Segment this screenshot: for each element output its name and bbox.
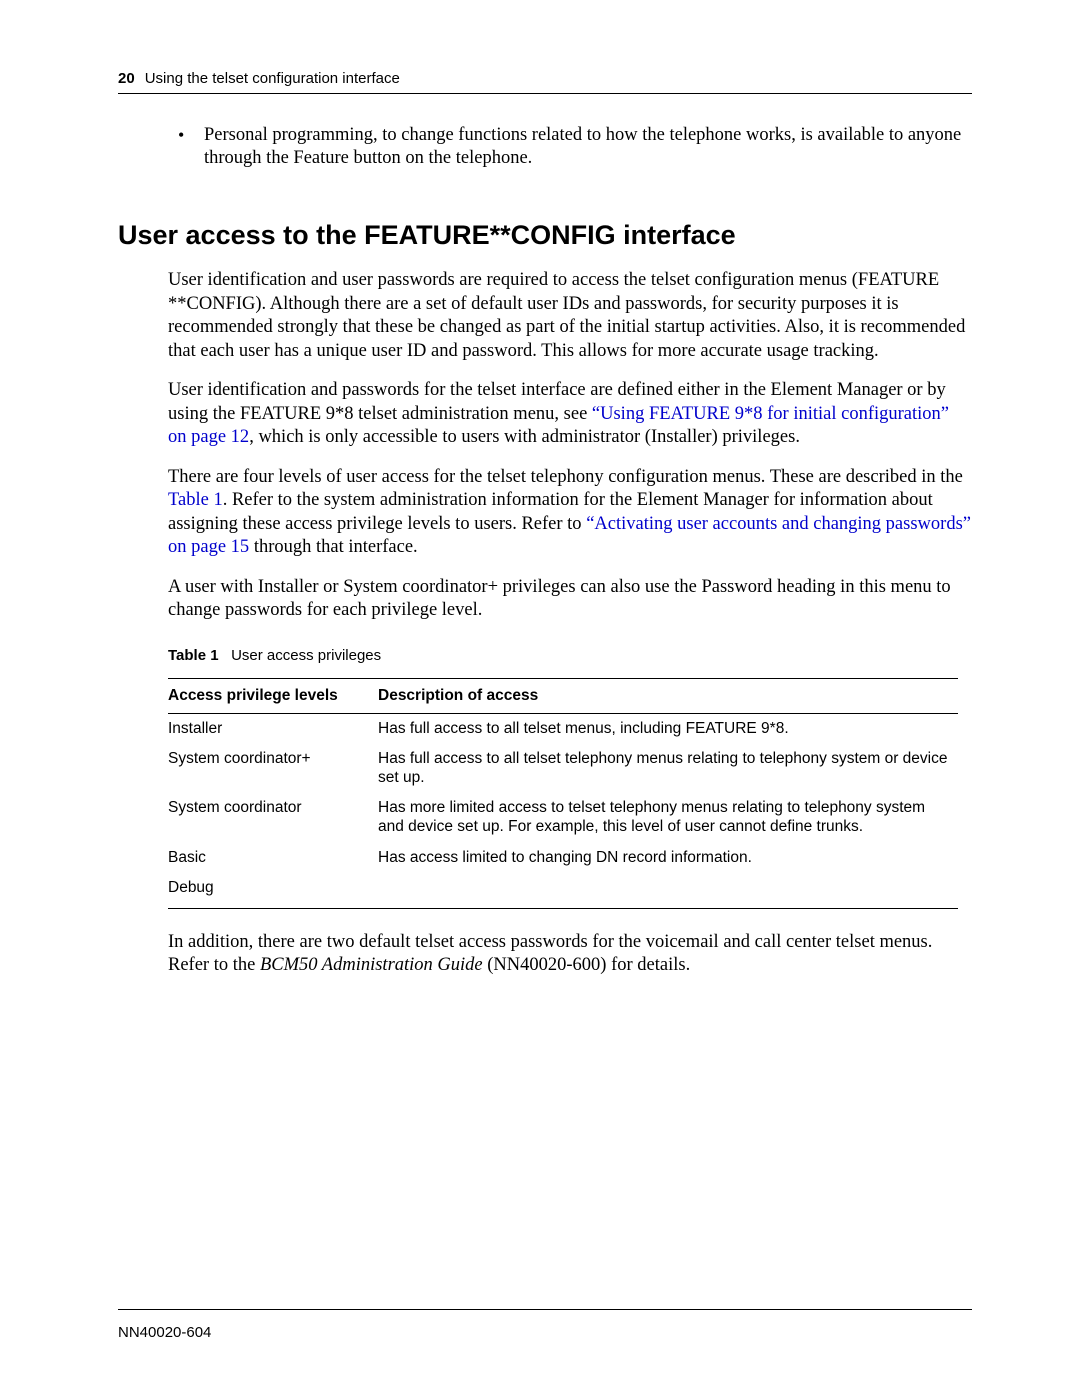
xref-link[interactable]: Table 1	[168, 490, 223, 510]
page-number: 20	[118, 70, 135, 87]
column-header: Description of access	[378, 678, 958, 713]
cell-desc: Has more limited access to telset teleph…	[378, 793, 958, 842]
table-title: User access privileges	[231, 647, 381, 664]
doc-number: NN40020-604	[118, 1324, 211, 1341]
text-run: (NN40020-600) for details.	[483, 955, 691, 975]
cell-level: System coordinator+	[168, 744, 378, 793]
paragraph: User identification and passwords for th…	[168, 379, 972, 449]
list-item: • Personal programming, to change functi…	[178, 124, 972, 170]
section-heading: User access to the FEATURE**CONFIG inter…	[118, 220, 972, 251]
cell-level: Installer	[168, 713, 378, 744]
text-run: There are four levels of user access for…	[168, 467, 963, 487]
table-header-row: Access privilege levels Description of a…	[168, 678, 958, 713]
body: • Personal programming, to change functi…	[118, 94, 972, 978]
cell-level: Debug	[168, 873, 378, 908]
table-row: System coordinator+ Has full access to a…	[168, 744, 958, 793]
bullet-list: • Personal programming, to change functi…	[178, 124, 972, 170]
page: 20 Using the telset configuration interf…	[0, 0, 1080, 1397]
text-run: through that interface.	[249, 537, 418, 557]
cell-desc: Has access limited to changing DN record…	[378, 843, 958, 874]
cell-desc: Has full access to all telset menus, inc…	[378, 713, 958, 744]
cell-desc: Has full access to all telset telephony …	[378, 744, 958, 793]
access-privileges-table: Access privilege levels Description of a…	[168, 678, 958, 909]
bullet-text: Personal programming, to change function…	[204, 124, 972, 170]
column-header: Access privilege levels	[168, 678, 378, 713]
table-label: Table 1	[168, 647, 219, 664]
header-title: Using the telset configuration interface	[145, 70, 400, 87]
table-row: Debug	[168, 873, 958, 908]
footer: NN40020-604	[118, 1309, 972, 1341]
cell-desc	[378, 873, 958, 908]
table-row: System coordinator Has more limited acce…	[168, 793, 958, 842]
paragraph: There are four levels of user access for…	[168, 466, 972, 560]
cell-level: Basic	[168, 843, 378, 874]
table-caption: Table 1 User access privileges	[168, 647, 972, 664]
text-run: , which is only accessible to users with…	[249, 427, 800, 447]
paragraph: A user with Installer or System coordina…	[168, 576, 972, 623]
bullet-icon: •	[178, 124, 204, 170]
table-row: Installer Has full access to all telset …	[168, 713, 958, 744]
cell-level: System coordinator	[168, 793, 378, 842]
running-header: 20 Using the telset configuration interf…	[118, 70, 972, 94]
doc-title-italic: BCM50 Administration Guide	[260, 955, 483, 975]
paragraph: User identification and user passwords a…	[168, 269, 972, 363]
paragraph: In addition, there are two default telse…	[168, 931, 972, 978]
table-row: Basic Has access limited to changing DN …	[168, 843, 958, 874]
